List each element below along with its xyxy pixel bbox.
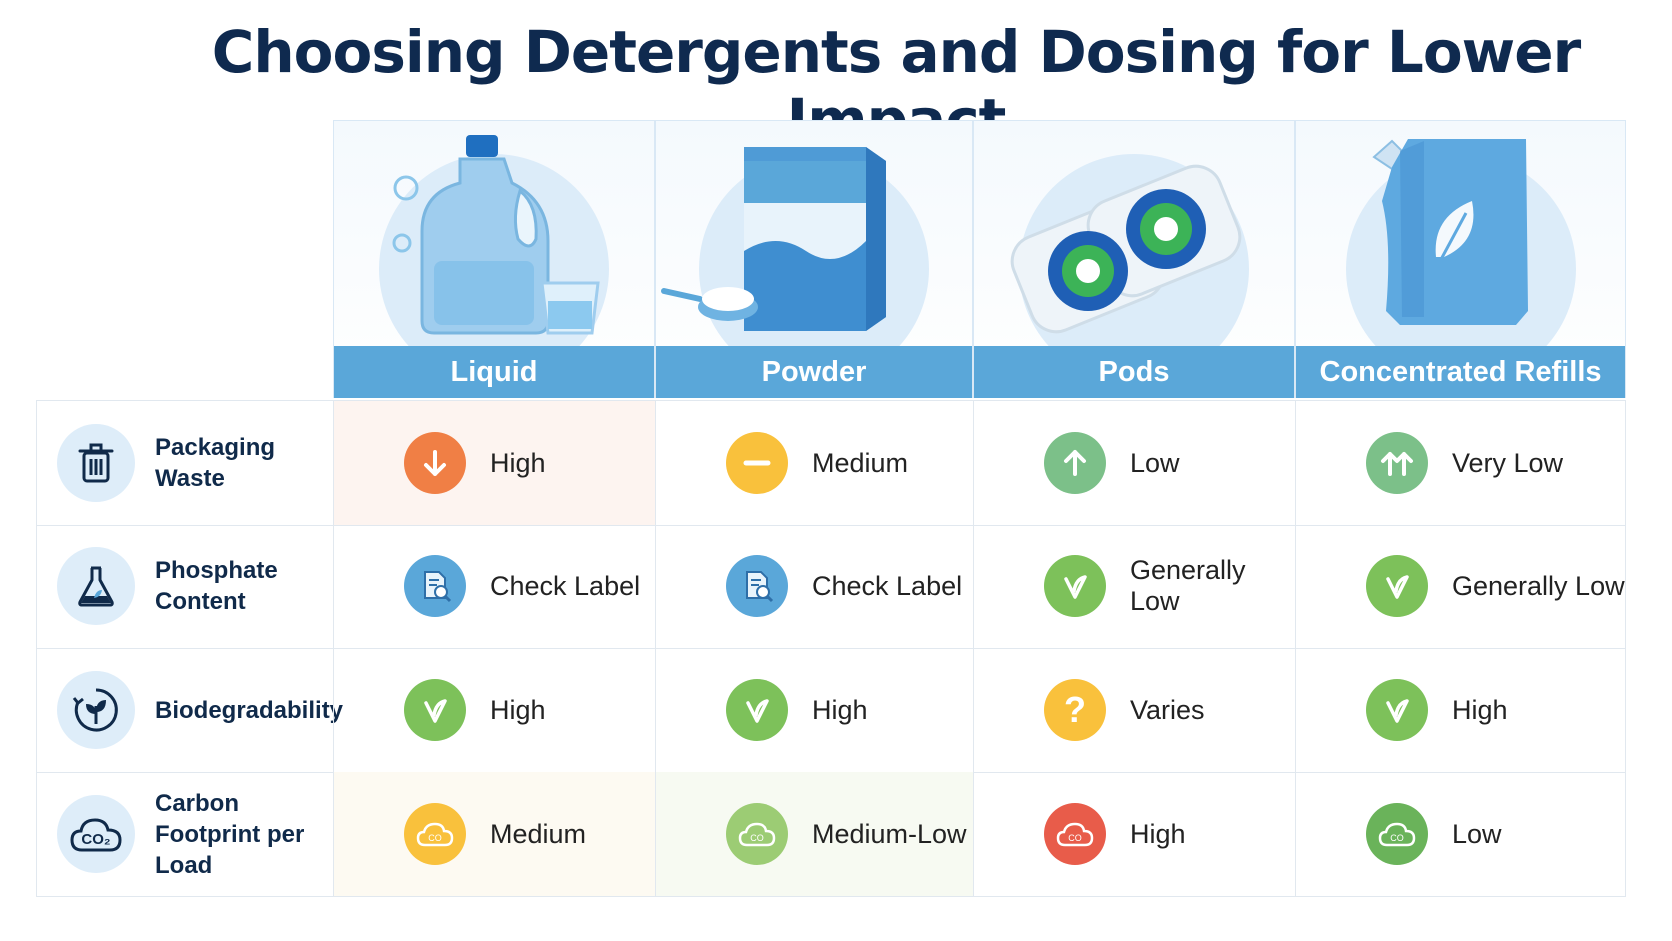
cell-value: High	[490, 694, 546, 725]
row-label: Phosphate Content	[155, 557, 278, 615]
column-label-powder: Powder	[656, 346, 972, 398]
column-header-concentrated-refills: Concentrated Refills	[1295, 120, 1626, 398]
svg-text:CO: CO	[428, 833, 442, 843]
liquid-detergent-jug-image	[392, 135, 600, 335]
cell-powder-phosphate: Check Label	[655, 524, 973, 648]
document-search-icon	[726, 555, 788, 617]
cell-value: High	[490, 447, 546, 478]
leaf-check-icon	[1366, 555, 1428, 617]
recycle-leaf-icon	[57, 671, 135, 749]
cell-value: High	[812, 694, 868, 725]
cell-liquid-phosphate: Check Label	[333, 524, 655, 648]
powder-detergent-box-image	[661, 147, 886, 331]
document-search-icon	[404, 555, 466, 617]
table-row-carbon-footprint: CO₂ Carbon Footprint per Load CO Medium …	[36, 772, 1626, 897]
refill-pouch-image	[1372, 139, 1528, 325]
row-label: Biodegradability	[155, 696, 344, 724]
row-label-cell: Biodegradability	[36, 648, 344, 772]
column-header-pods: Pods	[973, 120, 1295, 398]
cell-refills-packaging: Very Low	[1295, 401, 1626, 525]
co2-cloud-icon: CO	[1366, 803, 1428, 865]
arrow-down-icon	[404, 432, 466, 494]
double-arrow-up-icon	[1366, 432, 1428, 494]
column-header-liquid: Liquid	[333, 120, 655, 398]
cell-liquid-carbon: CO Medium	[333, 772, 655, 896]
cell-value: Check Label	[812, 570, 963, 601]
row-label-cell: Packaging Waste	[36, 401, 333, 525]
cell-powder-packaging: Medium	[655, 401, 973, 525]
cell-pods-packaging: Low	[973, 401, 1295, 525]
row-label-cell: CO₂ Carbon Footprint per Load	[36, 772, 333, 896]
arrow-up-icon	[1044, 432, 1106, 494]
cell-value: Varies	[1130, 694, 1205, 725]
table-row-phosphate-content: Phosphate Content Check Label Check Labe…	[36, 524, 1626, 649]
column-label-concentrated-refills: Concentrated Refills	[1296, 346, 1625, 398]
trash-icon	[57, 424, 135, 502]
column-header-powder: Powder	[655, 120, 973, 398]
svg-text:CO₂: CO₂	[81, 831, 110, 848]
cell-value: Check Label	[490, 570, 641, 601]
cell-refills-carbon: CO Low	[1295, 772, 1626, 896]
column-label-pods: Pods	[974, 346, 1294, 398]
leaf-check-icon	[726, 679, 788, 741]
svg-text:CO: CO	[1068, 833, 1082, 843]
row-label-cell: Phosphate Content	[36, 524, 333, 648]
leaf-check-icon	[1366, 679, 1428, 741]
row-label: Carbon Footprint per Load	[155, 789, 305, 879]
cell-value: High	[1130, 818, 1186, 849]
cell-value: Generally Low	[1452, 570, 1625, 601]
cell-pods-phosphate: Generally Low	[973, 524, 1295, 648]
cell-value: Medium-Low	[812, 818, 967, 849]
co2-cloud-icon: CO	[404, 803, 466, 865]
leaf-check-icon	[404, 679, 466, 741]
cell-pods-biodegradability: ? Varies	[973, 648, 1295, 772]
flask-icon	[57, 547, 135, 625]
detergent-pods-image	[1010, 164, 1242, 334]
svg-text:CO: CO	[1390, 833, 1404, 843]
cell-value: Very Low	[1452, 447, 1564, 478]
cell-powder-biodegradability: High	[655, 648, 973, 772]
cell-pods-carbon: CO High	[973, 772, 1295, 896]
minus-icon	[726, 432, 788, 494]
table-row-packaging-waste: Packaging Waste High Medium Low Very Low	[36, 400, 1626, 526]
table-row-biodegradability: Biodegradability High High ? Varies High	[36, 648, 1626, 773]
cell-value: High	[1452, 694, 1508, 725]
cell-refills-biodegradability: High	[1295, 648, 1626, 772]
cell-liquid-packaging: High	[333, 401, 655, 525]
cell-powder-carbon: CO Medium-Low	[655, 772, 973, 896]
co2-cloud-icon: CO	[1044, 803, 1106, 865]
cell-liquid-biodegradability: High	[333, 648, 655, 772]
cell-value: Medium	[812, 447, 909, 478]
cell-value: Medium	[490, 818, 587, 849]
cell-refills-phosphate: Generally Low	[1295, 524, 1626, 648]
cell-value: Low	[1130, 447, 1180, 478]
row-label: Packaging Waste	[155, 434, 276, 492]
question-icon: ?	[1044, 679, 1106, 741]
leaf-check-icon	[1044, 555, 1106, 617]
co2-cloud-icon: CO₂	[57, 795, 135, 873]
co2-cloud-icon: CO	[726, 803, 788, 865]
column-label-liquid: Liquid	[334, 346, 654, 398]
svg-text:CO: CO	[750, 833, 764, 843]
cell-value: Low	[1452, 818, 1502, 849]
cell-value: Generally Low	[1130, 555, 1246, 616]
